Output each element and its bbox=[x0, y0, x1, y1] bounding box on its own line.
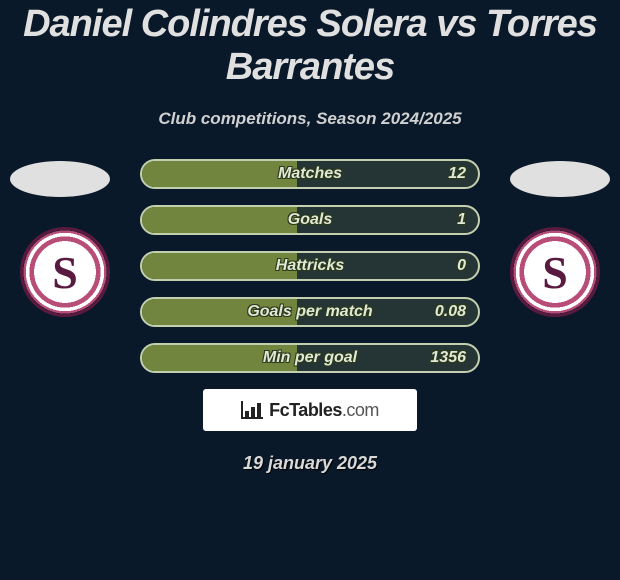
stat-label: Matches bbox=[278, 165, 342, 183]
brand-logo[interactable]: FcTables.com bbox=[203, 389, 417, 431]
brand-text: FcTables.com bbox=[269, 400, 379, 421]
club-badge-right bbox=[510, 227, 600, 317]
stat-value: 0 bbox=[457, 257, 466, 275]
stat-row: Matches 12 bbox=[140, 159, 480, 189]
snapshot-date: 19 january 2025 bbox=[0, 453, 620, 474]
stat-value: 1 bbox=[457, 211, 466, 229]
stat-value: 12 bbox=[448, 165, 466, 183]
stat-row: Min per goal 1356 bbox=[140, 343, 480, 373]
stat-fill bbox=[142, 207, 297, 233]
club-badge-left bbox=[20, 227, 110, 317]
stat-value: 1356 bbox=[430, 349, 466, 367]
stat-list: Matches 12 Goals 1 Hattricks 0 Goals per match… bbox=[140, 159, 480, 373]
player-right-avatar-placeholder bbox=[510, 161, 610, 197]
stat-label: Min per goal bbox=[263, 349, 357, 367]
comparison-panel: Matches 12 Goals 1 Hattricks 0 Goals per match… bbox=[0, 159, 620, 474]
page-title: Daniel Colindres Solera vs Torres Barran… bbox=[0, 0, 620, 89]
stat-label: Goals bbox=[288, 211, 332, 229]
subtitle: Club competitions, Season 2024/2025 bbox=[0, 109, 620, 129]
stat-label: Goals per match bbox=[247, 303, 372, 321]
stat-value: 0.08 bbox=[435, 303, 466, 321]
stat-fill bbox=[142, 253, 297, 279]
bar-chart-icon bbox=[241, 401, 263, 419]
stat-row: Goals per match 0.08 bbox=[140, 297, 480, 327]
player-left-avatar-placeholder bbox=[10, 161, 110, 197]
stat-label: Hattricks bbox=[276, 257, 344, 275]
stat-fill bbox=[142, 161, 297, 187]
stat-row: Hattricks 0 bbox=[140, 251, 480, 281]
stat-row: Goals 1 bbox=[140, 205, 480, 235]
